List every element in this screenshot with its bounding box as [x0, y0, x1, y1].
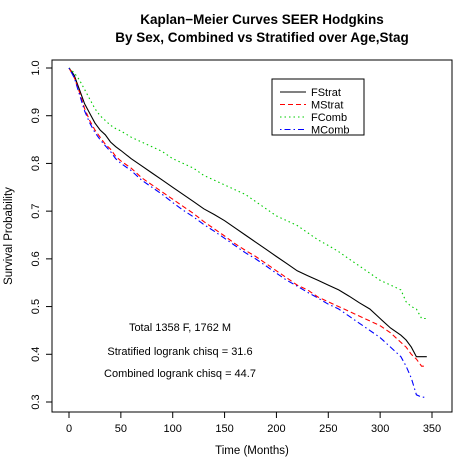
legend-label-mstrat: MStrat — [311, 100, 343, 112]
y-tick-label: 0.6 — [30, 251, 42, 266]
x-tick-label: 50 — [115, 423, 127, 435]
series-line-mcomb — [68, 67, 427, 398]
x-axis: 0 50 100 150 200 250 300 350 — [66, 412, 441, 435]
y-tick-label: 1.0 — [30, 60, 42, 75]
series-line-fstrat — [68, 67, 427, 358]
y-tick-label: 0.8 — [30, 156, 42, 171]
x-tick-label: 150 — [215, 423, 233, 435]
y-tick-label: 0.9 — [30, 108, 42, 123]
x-tick-label: 200 — [267, 423, 285, 435]
chart-subtitle: By Sex, Combined vs Stratified over Age,… — [115, 30, 409, 45]
annotation-stratified: Stratified logrank chisq = 31.6 — [107, 346, 252, 358]
x-tick-label: 0 — [66, 423, 72, 435]
legend-label-fstrat: FStrat — [311, 87, 341, 99]
x-tick-label: 300 — [371, 423, 389, 435]
y-tick-label: 0.3 — [30, 394, 42, 409]
y-tick-label: 0.5 — [30, 299, 42, 314]
series-layer — [68, 67, 427, 398]
plot-frame — [51, 59, 453, 413]
y-axis: 0.3 0.4 0.5 0.6 0.7 0.8 0.9 1.0 — [30, 60, 52, 410]
x-tick-label: 250 — [319, 423, 337, 435]
y-tick-label: 0.4 — [30, 347, 42, 362]
legend-label-fcomb: FComb — [311, 112, 347, 124]
x-tick-label: 100 — [164, 423, 182, 435]
y-tick-label: 0.7 — [30, 203, 42, 218]
series-line-fcomb — [68, 67, 427, 320]
legend-box — [271, 78, 365, 136]
x-tick-label: 350 — [423, 423, 441, 435]
series-line-mstrat — [68, 67, 427, 367]
annotation-total: Total 1358 F, 1762 M — [129, 322, 231, 334]
annotation-combined: Combined logrank chisq = 44.7 — [104, 368, 256, 380]
chart-title: Kaplan−Meier Curves SEER Hodgkins — [140, 12, 383, 27]
y-axis-label: Survival Probability — [3, 187, 15, 285]
x-axis-label: Time (Months) — [215, 445, 289, 457]
legend-label-mcomb: MComb — [311, 125, 350, 137]
